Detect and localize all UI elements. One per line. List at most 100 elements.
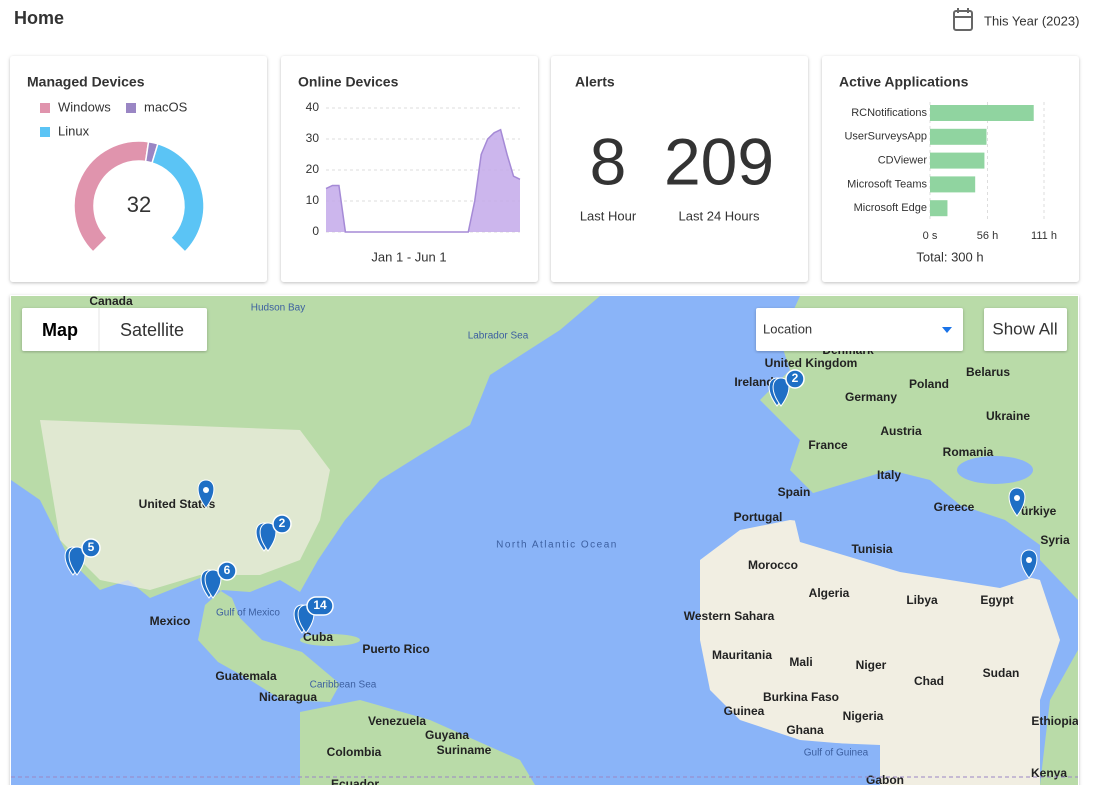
y-tick-label: RCNotifications <box>851 107 927 119</box>
map-label: Guinea <box>724 704 765 718</box>
map-label: Egypt <box>980 593 1013 607</box>
y-tick-label: CDViewer <box>878 155 928 167</box>
map-button[interactable]: Map <box>42 320 78 340</box>
cluster-count: 2 <box>792 371 799 385</box>
land <box>700 520 1060 785</box>
bar <box>930 128 987 145</box>
map-pin[interactable] <box>68 546 86 576</box>
map-label: Western Sahara <box>684 609 775 623</box>
page-title: Home <box>14 8 64 28</box>
sea <box>790 470 1040 588</box>
map-label: Ecuador <box>331 777 379 785</box>
card-title: Alerts <box>575 74 615 90</box>
calendar-icon[interactable] <box>953 8 973 31</box>
map-label: Nigeria <box>843 709 884 723</box>
sea <box>957 456 1033 484</box>
card-title: Managed Devices <box>27 74 145 90</box>
map-label: Cuba <box>303 630 333 644</box>
period[interactable]: This Year (2023) <box>984 13 1079 28</box>
map-label: Suriname <box>437 743 492 757</box>
x-tick-label: 111 h <box>1031 230 1057 242</box>
map-label: Caribbean Sea <box>310 680 377 691</box>
map-label: Austria <box>880 424 922 438</box>
land <box>300 634 360 646</box>
map-label: Gulf of Guinea <box>804 748 869 759</box>
legend-label: macOS <box>144 99 188 114</box>
map-pin[interactable] <box>772 377 790 407</box>
map-label: Algeria <box>809 586 850 600</box>
map-label: Greece <box>934 500 975 514</box>
alert-label: Last Hour <box>580 208 637 223</box>
map-pin[interactable] <box>259 522 277 552</box>
map-pin[interactable] <box>197 479 215 509</box>
cluster-badge <box>306 596 334 616</box>
cluster-badge <box>81 538 101 558</box>
cluster-count: 5 <box>88 540 95 554</box>
map[interactable]: Canada Hudson Bay Labrador Sea United State… <box>11 294 1079 785</box>
map-label: Sudan <box>983 666 1020 680</box>
dropdown-label[interactable]: Location <box>763 321 812 336</box>
land <box>40 420 330 590</box>
map-label: Guyana <box>425 728 469 742</box>
show-all-label[interactable]: Show All <box>992 319 1057 338</box>
map-label: Poland <box>909 377 949 391</box>
bar <box>930 152 985 169</box>
map-label: North Atlantic Ocean <box>496 540 618 551</box>
map-label: Mauritania <box>712 648 772 662</box>
card-title: Online Devices <box>298 74 399 90</box>
cluster-count: 14 <box>313 598 327 612</box>
land <box>760 296 1078 785</box>
map-label: Ethiopia <box>1031 714 1079 728</box>
map-label: Gabon <box>866 773 904 785</box>
satellite-button[interactable]: Satellite <box>120 320 184 340</box>
y-tick-label: 40 <box>306 100 320 114</box>
map-pin[interactable] <box>1008 487 1026 517</box>
map-label: Spain <box>778 485 811 499</box>
card <box>551 56 808 282</box>
sea <box>740 740 880 785</box>
legend-swatch <box>126 103 136 113</box>
map-type-control <box>22 308 207 351</box>
area-line <box>325 128 521 233</box>
map-label: Germany <box>845 390 897 404</box>
donut-total: 32 <box>127 192 151 217</box>
map-label: Niger <box>856 658 887 672</box>
map-pin[interactable] <box>1020 549 1038 579</box>
cluster-count: 2 <box>279 516 286 530</box>
map-label: Venezuela <box>368 714 426 728</box>
map-label: Morocco <box>748 558 798 572</box>
land <box>300 700 535 785</box>
y-tick-label: 20 <box>306 162 320 176</box>
x-tick-label: 56 h <box>977 230 998 242</box>
map-label: Labrador Sea <box>468 331 529 342</box>
show-all-button[interactable] <box>984 308 1067 351</box>
map-label: Nicaragua <box>259 690 317 704</box>
dropdown-arrow[interactable] <box>942 327 952 333</box>
bar <box>930 200 948 217</box>
x-tick-label: 0 s <box>923 230 938 242</box>
pin-dot <box>1026 557 1032 563</box>
y-tick-label: 30 <box>306 131 320 145</box>
legend-label: Linux <box>58 123 90 138</box>
map-label: United Kingdom <box>765 356 858 370</box>
map-pin[interactable] <box>204 569 222 599</box>
cluster-badge <box>785 369 805 389</box>
map-label: Colombia <box>327 745 382 759</box>
y-tick-label: 0 <box>312 224 319 238</box>
legend-label: Windows <box>58 99 111 114</box>
y-tick-label: Microsoft Teams <box>847 178 927 190</box>
pin-dot <box>1014 495 1020 501</box>
y-tick-label: Microsoft Edge <box>854 202 927 214</box>
map-label: Portugal <box>734 510 783 524</box>
donut-segment <box>151 142 205 254</box>
map-label: France <box>808 438 848 452</box>
map-label: United States <box>139 497 216 511</box>
location-dropdown[interactable] <box>756 308 963 351</box>
bar <box>930 176 976 193</box>
legend-swatch <box>40 127 50 137</box>
map-label: Gulf of Mexico <box>216 608 280 619</box>
map-label: Italy <box>877 468 901 482</box>
cluster-badge <box>217 561 237 581</box>
total-label: Total: 300 h <box>916 249 983 264</box>
map-label: Tunisia <box>851 542 892 556</box>
